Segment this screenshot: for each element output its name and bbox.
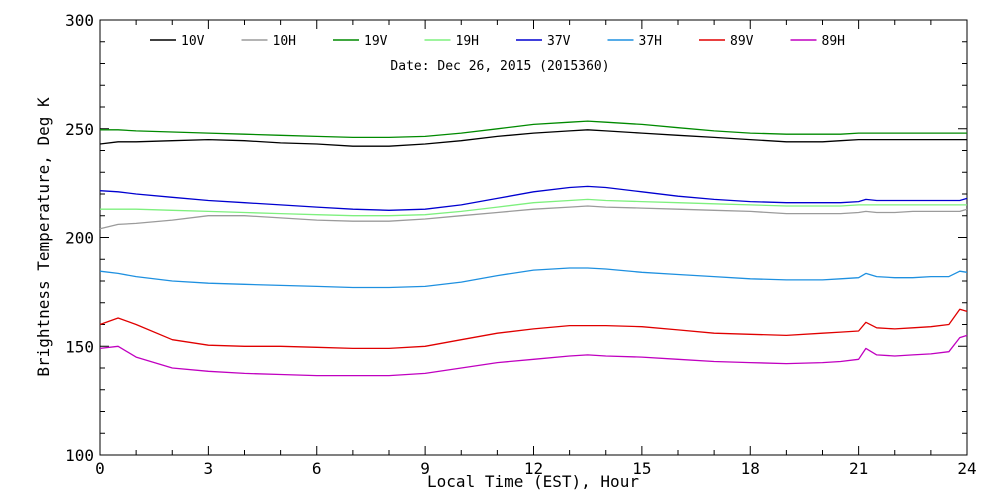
y-tick-label: 100: [65, 446, 94, 465]
series-line-19v: [100, 120, 967, 139]
legend: 10V 10H 19V 19H 37V 37H 89V 89H: [150, 34, 845, 49]
legend-label-19h: 19H: [456, 34, 479, 49]
x-tick-label: 6: [312, 459, 322, 478]
y-tick-label: 250: [65, 120, 94, 139]
legend-label-10h: 10H: [273, 34, 296, 49]
axis-ticks: 0 3 6 9 12 15 18 21 24 100 150 200 250 300: [65, 11, 977, 478]
series-line-37v: [99, 185, 968, 211]
series-line-19h: [100, 198, 967, 217]
series-line-37h: [99, 267, 968, 289]
legend-label-89h: 89H: [822, 34, 845, 49]
series-line-89v: [99, 308, 968, 350]
legend-label-37h: 37H: [639, 34, 662, 49]
y-tick-label: 200: [65, 229, 94, 248]
date-annotation: Date: Dec 26, 2015 (2015360): [390, 59, 609, 74]
series-line-10h: [99, 205, 968, 230]
series-line-89h: [99, 334, 968, 377]
legend-label-89v: 89V: [730, 34, 754, 49]
x-tick-label: 9: [420, 459, 430, 478]
x-axis-title: Local Time (EST), Hour: [427, 472, 639, 491]
y-tick-label: 300: [65, 11, 94, 30]
series-line-10v: [99, 129, 967, 147]
x-tick-label: 0: [95, 459, 105, 478]
legend-label-10v: 10V: [181, 34, 205, 49]
series-lines: [99, 120, 968, 377]
x-tick-label: 24: [957, 459, 976, 478]
legend-label-37v: 37V: [547, 34, 571, 49]
x-tick-label: 3: [204, 459, 214, 478]
legend-label-19v: 19V: [364, 34, 388, 49]
plot-frame: [99, 19, 968, 456]
x-tick-label: 18: [741, 459, 760, 478]
x-tick-label: 15: [632, 459, 651, 478]
x-tick-label: 21: [849, 459, 868, 478]
y-axis-title: Brightness Temperature, Deg K: [34, 97, 53, 377]
y-tick-label: 150: [65, 337, 94, 356]
x-tick-label: 12: [524, 459, 543, 478]
